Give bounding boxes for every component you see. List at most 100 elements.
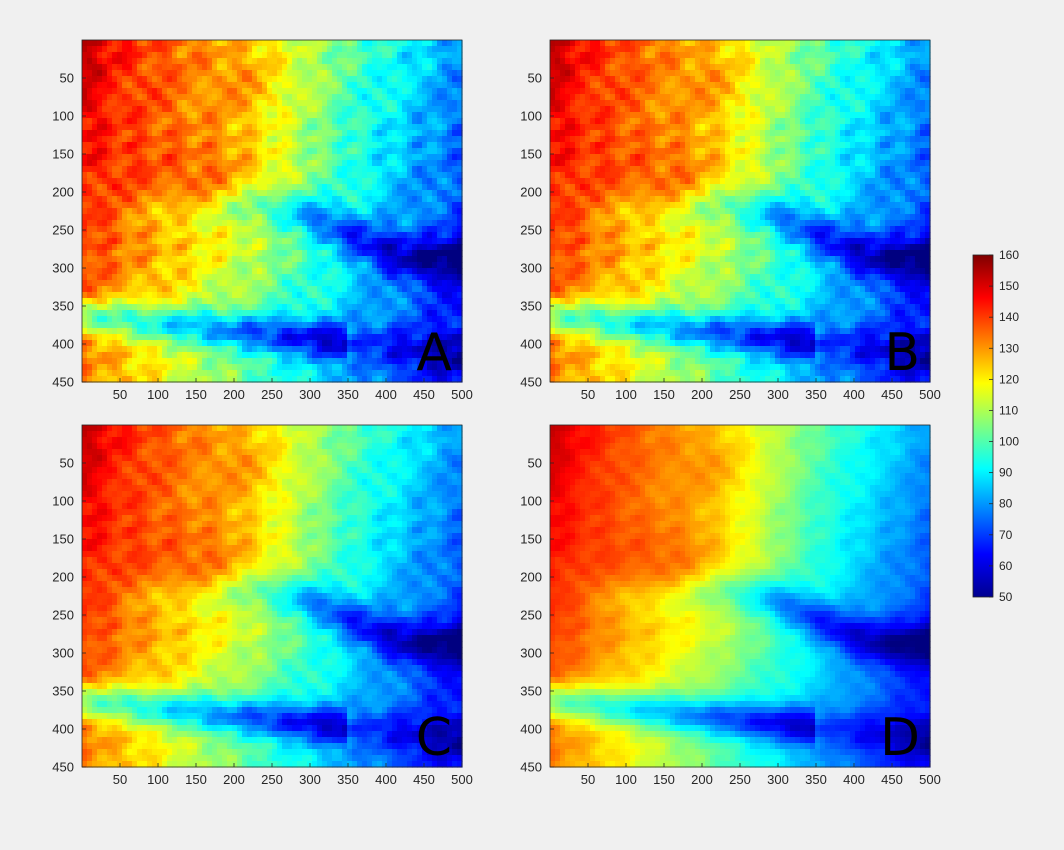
heatmap-cell xyxy=(417,76,423,83)
heatmap-cell xyxy=(362,370,368,377)
heatmap-cell xyxy=(97,322,103,329)
heatmap-cell xyxy=(292,340,298,347)
heatmap-cell xyxy=(755,70,761,77)
heatmap-cell xyxy=(575,64,581,71)
heatmap-cell xyxy=(417,130,423,137)
heatmap-cell xyxy=(412,316,418,323)
heatmap-cell xyxy=(437,250,443,257)
heatmap-cell xyxy=(112,76,118,83)
heatmap-cell xyxy=(332,136,338,143)
heatmap-cell xyxy=(810,70,816,77)
heatmap-cell xyxy=(432,262,438,269)
heatmap-cell xyxy=(287,196,293,203)
heatmap-cell xyxy=(117,148,123,155)
heatmap-cell xyxy=(192,220,198,227)
heatmap-cell xyxy=(357,88,363,95)
heatmap-cell xyxy=(192,226,198,233)
heatmap-cell xyxy=(292,316,298,323)
heatmap-cell xyxy=(910,76,916,83)
heatmap-cell xyxy=(267,82,273,89)
heatmap-cell xyxy=(317,190,323,197)
heatmap-cell xyxy=(402,352,408,359)
heatmap-cell xyxy=(207,148,213,155)
heatmap-cell xyxy=(417,304,423,311)
heatmap-cell xyxy=(665,82,671,89)
heatmap-cell xyxy=(242,124,248,131)
heatmap-cell xyxy=(132,184,138,191)
heatmap-cell xyxy=(337,82,343,89)
heatmap-cell xyxy=(187,190,193,197)
heatmap-cell xyxy=(197,124,203,131)
heatmap-cell xyxy=(147,136,153,143)
heatmap-cell xyxy=(127,40,133,47)
heatmap-cell xyxy=(277,214,283,221)
heatmap-cell xyxy=(910,46,916,53)
heatmap-cell xyxy=(317,100,323,107)
heatmap-cell xyxy=(635,40,641,47)
heatmap-cell xyxy=(297,286,303,293)
heatmap-cell xyxy=(242,274,248,281)
heatmap-cell xyxy=(287,322,293,329)
heatmap-cell xyxy=(437,364,443,371)
heatmap-cell xyxy=(307,268,313,275)
heatmap-cell xyxy=(152,328,158,335)
heatmap-cell xyxy=(845,40,851,47)
heatmap-cell xyxy=(855,76,861,83)
heatmap-cell xyxy=(302,112,308,119)
heatmap-cell xyxy=(555,76,561,83)
heatmap-cell xyxy=(147,40,153,47)
heatmap-cell xyxy=(610,40,616,47)
heatmap-cell xyxy=(112,202,118,209)
heatmap-cell xyxy=(372,316,378,323)
heatmap-cell xyxy=(342,136,348,143)
heatmap-cell xyxy=(212,328,218,335)
heatmap-cell xyxy=(302,262,308,269)
heatmap-cell xyxy=(427,244,433,251)
heatmap-cell xyxy=(247,202,253,209)
heatmap-cell xyxy=(302,310,308,317)
heatmap-cell xyxy=(152,196,158,203)
heatmap-cell xyxy=(352,64,358,71)
heatmap-cell xyxy=(575,40,581,47)
heatmap-cell xyxy=(297,298,303,305)
heatmap-cell xyxy=(367,316,373,323)
heatmap-cell xyxy=(257,322,263,329)
heatmap-cell xyxy=(830,46,836,53)
heatmap-cell xyxy=(452,250,458,257)
heatmap-cell xyxy=(422,286,428,293)
heatmap-cell xyxy=(337,322,343,329)
heatmap-cell xyxy=(332,316,338,323)
heatmap-cell xyxy=(102,220,108,227)
heatmap-cell xyxy=(107,94,113,101)
heatmap-cell xyxy=(82,40,88,47)
heatmap-cell xyxy=(177,286,183,293)
heatmap-cell xyxy=(312,286,318,293)
heatmap-cell xyxy=(222,346,228,353)
heatmap-cell xyxy=(207,214,213,221)
heatmap-cell xyxy=(147,154,153,161)
heatmap-cell xyxy=(650,64,656,71)
heatmap-cell xyxy=(342,352,348,359)
heatmap-cell xyxy=(630,46,636,53)
heatmap-cell xyxy=(392,40,398,47)
heatmap-cell xyxy=(147,52,153,59)
heatmap-cell xyxy=(327,130,333,137)
heatmap-cell xyxy=(457,130,463,137)
heatmap-cell xyxy=(282,244,288,251)
heatmap-cell xyxy=(635,58,641,65)
heatmap-cell xyxy=(327,232,333,239)
heatmap-cell xyxy=(377,256,383,263)
heatmap-cell xyxy=(347,52,353,59)
heatmap-cell xyxy=(357,370,363,377)
heatmap-cell xyxy=(137,178,143,185)
heatmap-cell xyxy=(92,100,98,107)
heatmap-cell xyxy=(785,82,791,89)
heatmap-cell xyxy=(127,100,133,107)
heatmap-cell xyxy=(87,214,93,221)
heatmap-cell xyxy=(452,340,458,347)
heatmap-cell xyxy=(352,346,358,353)
heatmap-cell xyxy=(202,376,208,383)
heatmap-cell xyxy=(192,250,198,257)
heatmap-cell xyxy=(337,250,343,257)
heatmap-cell xyxy=(287,94,293,101)
